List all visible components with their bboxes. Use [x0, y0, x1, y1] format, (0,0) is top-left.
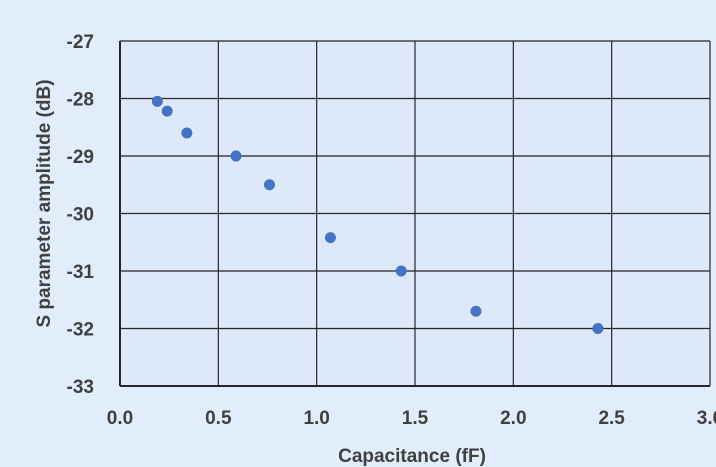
y-tick-label: -33: [67, 377, 94, 398]
x-tick-label: 1.0: [303, 408, 329, 429]
data-point: [230, 150, 242, 162]
data-point: [151, 95, 163, 107]
y-tick-label: -31: [67, 262, 95, 283]
x-tick-label: 1.5: [402, 408, 429, 429]
data-point: [592, 323, 604, 334]
data-point: [263, 179, 275, 191]
data-point: [324, 232, 336, 244]
y-tick-label: -32: [67, 320, 94, 341]
data-points: [151, 95, 604, 334]
y-tick-label: -30: [67, 205, 94, 226]
y-axis-ticks: -27 -28 -29 -30 -31 -32 -33: [67, 32, 95, 398]
x-tick-label: 0.5: [205, 408, 232, 429]
x-tick-label: 2.5: [598, 408, 625, 429]
x-tick-label: 2.0: [500, 408, 526, 429]
y-tick-label: -27: [67, 32, 94, 53]
grid: [119, 40, 711, 387]
data-point: [470, 305, 482, 317]
y-tick-label: -28: [67, 90, 94, 111]
data-point: [395, 265, 407, 277]
y-tick-label: -29: [67, 147, 94, 168]
x-axis-ticks: 0.0 0.5 1.0 1.5 2.0 2.5 3.0: [107, 408, 716, 429]
x-tick-label: 3.0: [697, 408, 716, 429]
data-point: [161, 105, 173, 117]
x-tick-label: 0.0: [107, 408, 133, 429]
data-point: [181, 127, 193, 139]
x-axis-title: Capacitance (fF): [338, 446, 486, 467]
y-axis-title: S parameter amplitude (dB): [34, 79, 55, 327]
